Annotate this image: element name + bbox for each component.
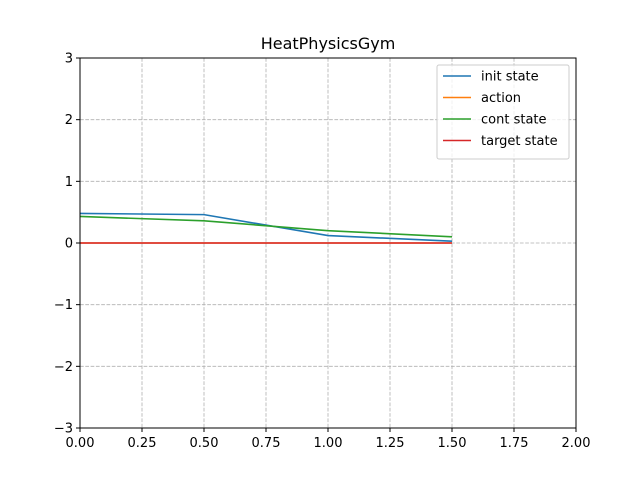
y-tick-label: 3 <box>65 52 73 67</box>
legend-label-target-state: target state <box>481 134 558 149</box>
legend-box <box>436 64 570 160</box>
x-tick-label: 1.25 <box>376 436 405 451</box>
x-tick-label: 0.75 <box>252 436 281 451</box>
y-tick-label: −1 <box>54 298 73 313</box>
x-tick-label: 0.50 <box>190 436 219 451</box>
y-tick-label: −2 <box>54 360 73 375</box>
x-tick-label: 1.00 <box>314 436 343 451</box>
y-tick-label: 0 <box>65 237 73 252</box>
series-line-cont-state <box>79 215 453 238</box>
legend-label-cont-state: cont state <box>481 113 547 128</box>
x-tick-label: 2.00 <box>562 436 591 451</box>
y-tick-label: 2 <box>65 113 73 128</box>
x-tick-label: 0.25 <box>128 436 157 451</box>
x-tick-label: 0.00 <box>66 436 95 451</box>
legend: init state action cont state target state <box>436 64 570 160</box>
y-tick-label: 1 <box>65 175 73 190</box>
axis-ticks: 0.00 0.25 0.50 0.75 1.00 1.25 1.50 1.75 2.00 −3 −2… <box>54 52 591 452</box>
legend-label-init-state: init state <box>481 70 539 85</box>
series-lines <box>79 212 453 244</box>
x-tick-label: 1.75 <box>500 436 529 451</box>
chart-title: HeatPhysicsGym <box>261 34 396 53</box>
x-tick-label: 1.50 <box>438 436 467 451</box>
legend-label-action: action <box>481 91 521 106</box>
y-tick-label: −3 <box>54 422 73 437</box>
